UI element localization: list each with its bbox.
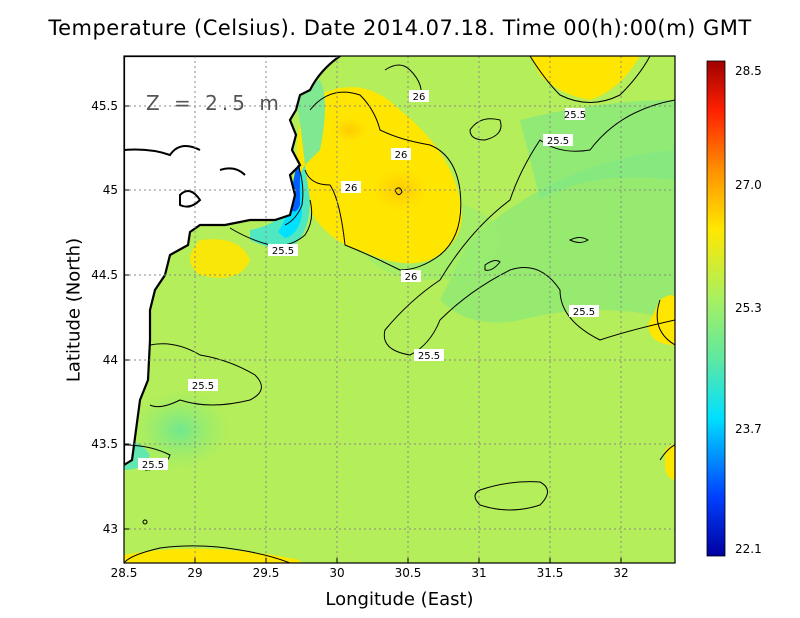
colorbar-tick-label: 25.3 — [735, 301, 762, 315]
grid-lines — [124, 56, 675, 563]
contour-label: 26 — [401, 270, 421, 283]
x-tick-label: 28.5 — [110, 566, 138, 580]
svg-text:26: 26 — [413, 92, 426, 103]
tick-marks — [123, 105, 622, 563]
y-tick-label: 45.5 — [91, 99, 118, 113]
land-mass — [124, 56, 342, 467]
y-tick-label: 44 — [102, 353, 118, 367]
y-axis-label: Latitude (North) — [63, 237, 85, 383]
y-tick-label: 45 — [102, 183, 118, 197]
contour-label: 26 — [409, 90, 429, 103]
svg-text:25.5: 25.5 — [547, 136, 569, 147]
contour-label: 25.5 — [188, 379, 218, 392]
x-tick-label: 30.5 — [394, 566, 422, 580]
svg-text:25.5: 25.5 — [573, 307, 595, 318]
depth-label: Z = 2.5 m — [146, 91, 283, 115]
svg-text:25.5: 25.5 — [564, 110, 586, 121]
x-tick-label: 30 — [329, 566, 345, 580]
contour-label-group: 26 26 26 26 25.5 25.5 25.5 25.5 25.5 25.… — [138, 90, 599, 471]
x-axis-label: Longitude (East) — [325, 589, 474, 610]
contour-label: 25.5 — [268, 244, 298, 257]
svg-text:25.5: 25.5 — [272, 246, 294, 257]
contour-label: 26 — [391, 148, 411, 161]
svg-text:26: 26 — [395, 150, 408, 161]
contour-label: 25.5 — [569, 305, 599, 318]
svg-text:25.5: 25.5 — [418, 351, 440, 362]
x-tick-label: 31 — [471, 566, 487, 580]
x-tick-label: 31.5 — [536, 566, 564, 580]
colorbar-tick-label: 28.5 — [735, 64, 762, 78]
colorbar — [706, 60, 726, 557]
colorbar-tick-label: 22.1 — [735, 542, 762, 556]
contour-label: 25.5 — [543, 134, 573, 147]
x-tick-label: 29 — [187, 566, 203, 580]
svg-text:25.5: 25.5 — [142, 460, 164, 471]
contour-label: 25.5 — [564, 108, 586, 121]
svg-text:26: 26 — [345, 183, 358, 194]
x-tick-label: 29.5 — [252, 566, 280, 580]
y-tick-label: 43.5 — [91, 437, 118, 451]
colorbar-tick-label: 27.0 — [735, 178, 762, 192]
plot-frame — [123, 55, 676, 564]
svg-text:25.5: 25.5 — [192, 381, 214, 392]
y-tick-label: 44.5 — [91, 268, 118, 282]
contour-label: 26 — [341, 181, 361, 194]
contour-label: 25.5 — [138, 458, 168, 471]
map-title: Temperature (Celsius). Date 2014.07.18. … — [48, 16, 752, 40]
colorbar-tick-label: 23.7 — [735, 422, 762, 436]
x-tick-label: 32 — [613, 566, 629, 580]
y-tick-label: 43 — [102, 522, 118, 536]
svg-text:26: 26 — [405, 272, 418, 283]
contour-label: 25.5 — [414, 349, 444, 362]
